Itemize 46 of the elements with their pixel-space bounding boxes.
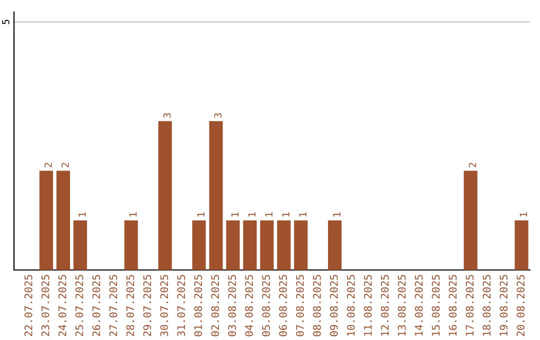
x-tick-label: 13.08.2025 — [398, 275, 406, 336]
x-tick-label: 15.08.2025 — [432, 275, 440, 336]
x-tick-label: 30.07.2025 — [160, 275, 168, 336]
data-label: 2 — [44, 162, 52, 168]
x-tick-label: 07.08.2025 — [296, 275, 304, 336]
x-tick-label: 03.08.2025 — [228, 275, 236, 336]
data-label: 3 — [163, 113, 171, 118]
x-tick-label: 08.08.2025 — [313, 275, 321, 336]
x-tick-label: 26.07.2025 — [92, 275, 100, 336]
data-label: 1 — [265, 212, 272, 216]
x-tick-label: 04.08.2025 — [245, 275, 253, 336]
data-label: 2 — [61, 162, 69, 168]
data-label: 1 — [130, 212, 137, 216]
x-tick-label: 17.08.2025 — [466, 275, 474, 336]
x-tick-label: 14.08.2025 — [414, 275, 423, 336]
data-label: 1 — [282, 212, 290, 216]
x-tick-label: 20.08.2025 — [516, 275, 525, 336]
x-tick-label: 27.07.2025 — [109, 275, 118, 336]
y-tick-label: 5 — [2, 20, 10, 24]
data-label: 1 — [231, 212, 238, 216]
data-label: 1 — [299, 212, 306, 216]
x-tick-label: 16.08.2025 — [448, 275, 457, 336]
x-tick-label: 24.07.2025 — [58, 275, 66, 336]
data-label: 2 — [468, 162, 476, 168]
x-tick-label: 10.08.2025 — [346, 275, 355, 336]
x-tick-label: 25.07.2025 — [75, 275, 84, 336]
x-tick-label: 05.08.2025 — [262, 275, 270, 336]
data-label: 1 — [197, 212, 204, 216]
data-label: 1 — [248, 212, 256, 216]
x-tick-label: 31.07.2025 — [177, 275, 186, 336]
data-label: 1 — [78, 212, 86, 216]
data-label: 3 — [214, 113, 222, 118]
x-tick-label: 18.08.2025 — [482, 275, 491, 336]
x-tick-label: 12.08.2025 — [380, 275, 389, 336]
x-tick-label: 06.08.2025 — [279, 275, 287, 336]
x-tick-label: 11.08.2025 — [364, 275, 372, 336]
x-tick-label: 02.08.2025 — [211, 275, 220, 336]
x-tick-label: 09.08.2025 — [330, 275, 338, 336]
x-tick-label: 01.08.2025 — [194, 275, 202, 336]
x-tick-label: 23.07.2025 — [41, 275, 50, 336]
data-label: 1 — [333, 212, 340, 216]
x-tick-label: 22.07.2025 — [24, 275, 32, 336]
x-tick-label: 28.07.2025 — [126, 275, 134, 336]
x-tick-label: 29.07.2025 — [143, 275, 152, 336]
data-label: 1 — [520, 212, 527, 216]
x-tick-label: 19.08.2025 — [500, 275, 508, 336]
